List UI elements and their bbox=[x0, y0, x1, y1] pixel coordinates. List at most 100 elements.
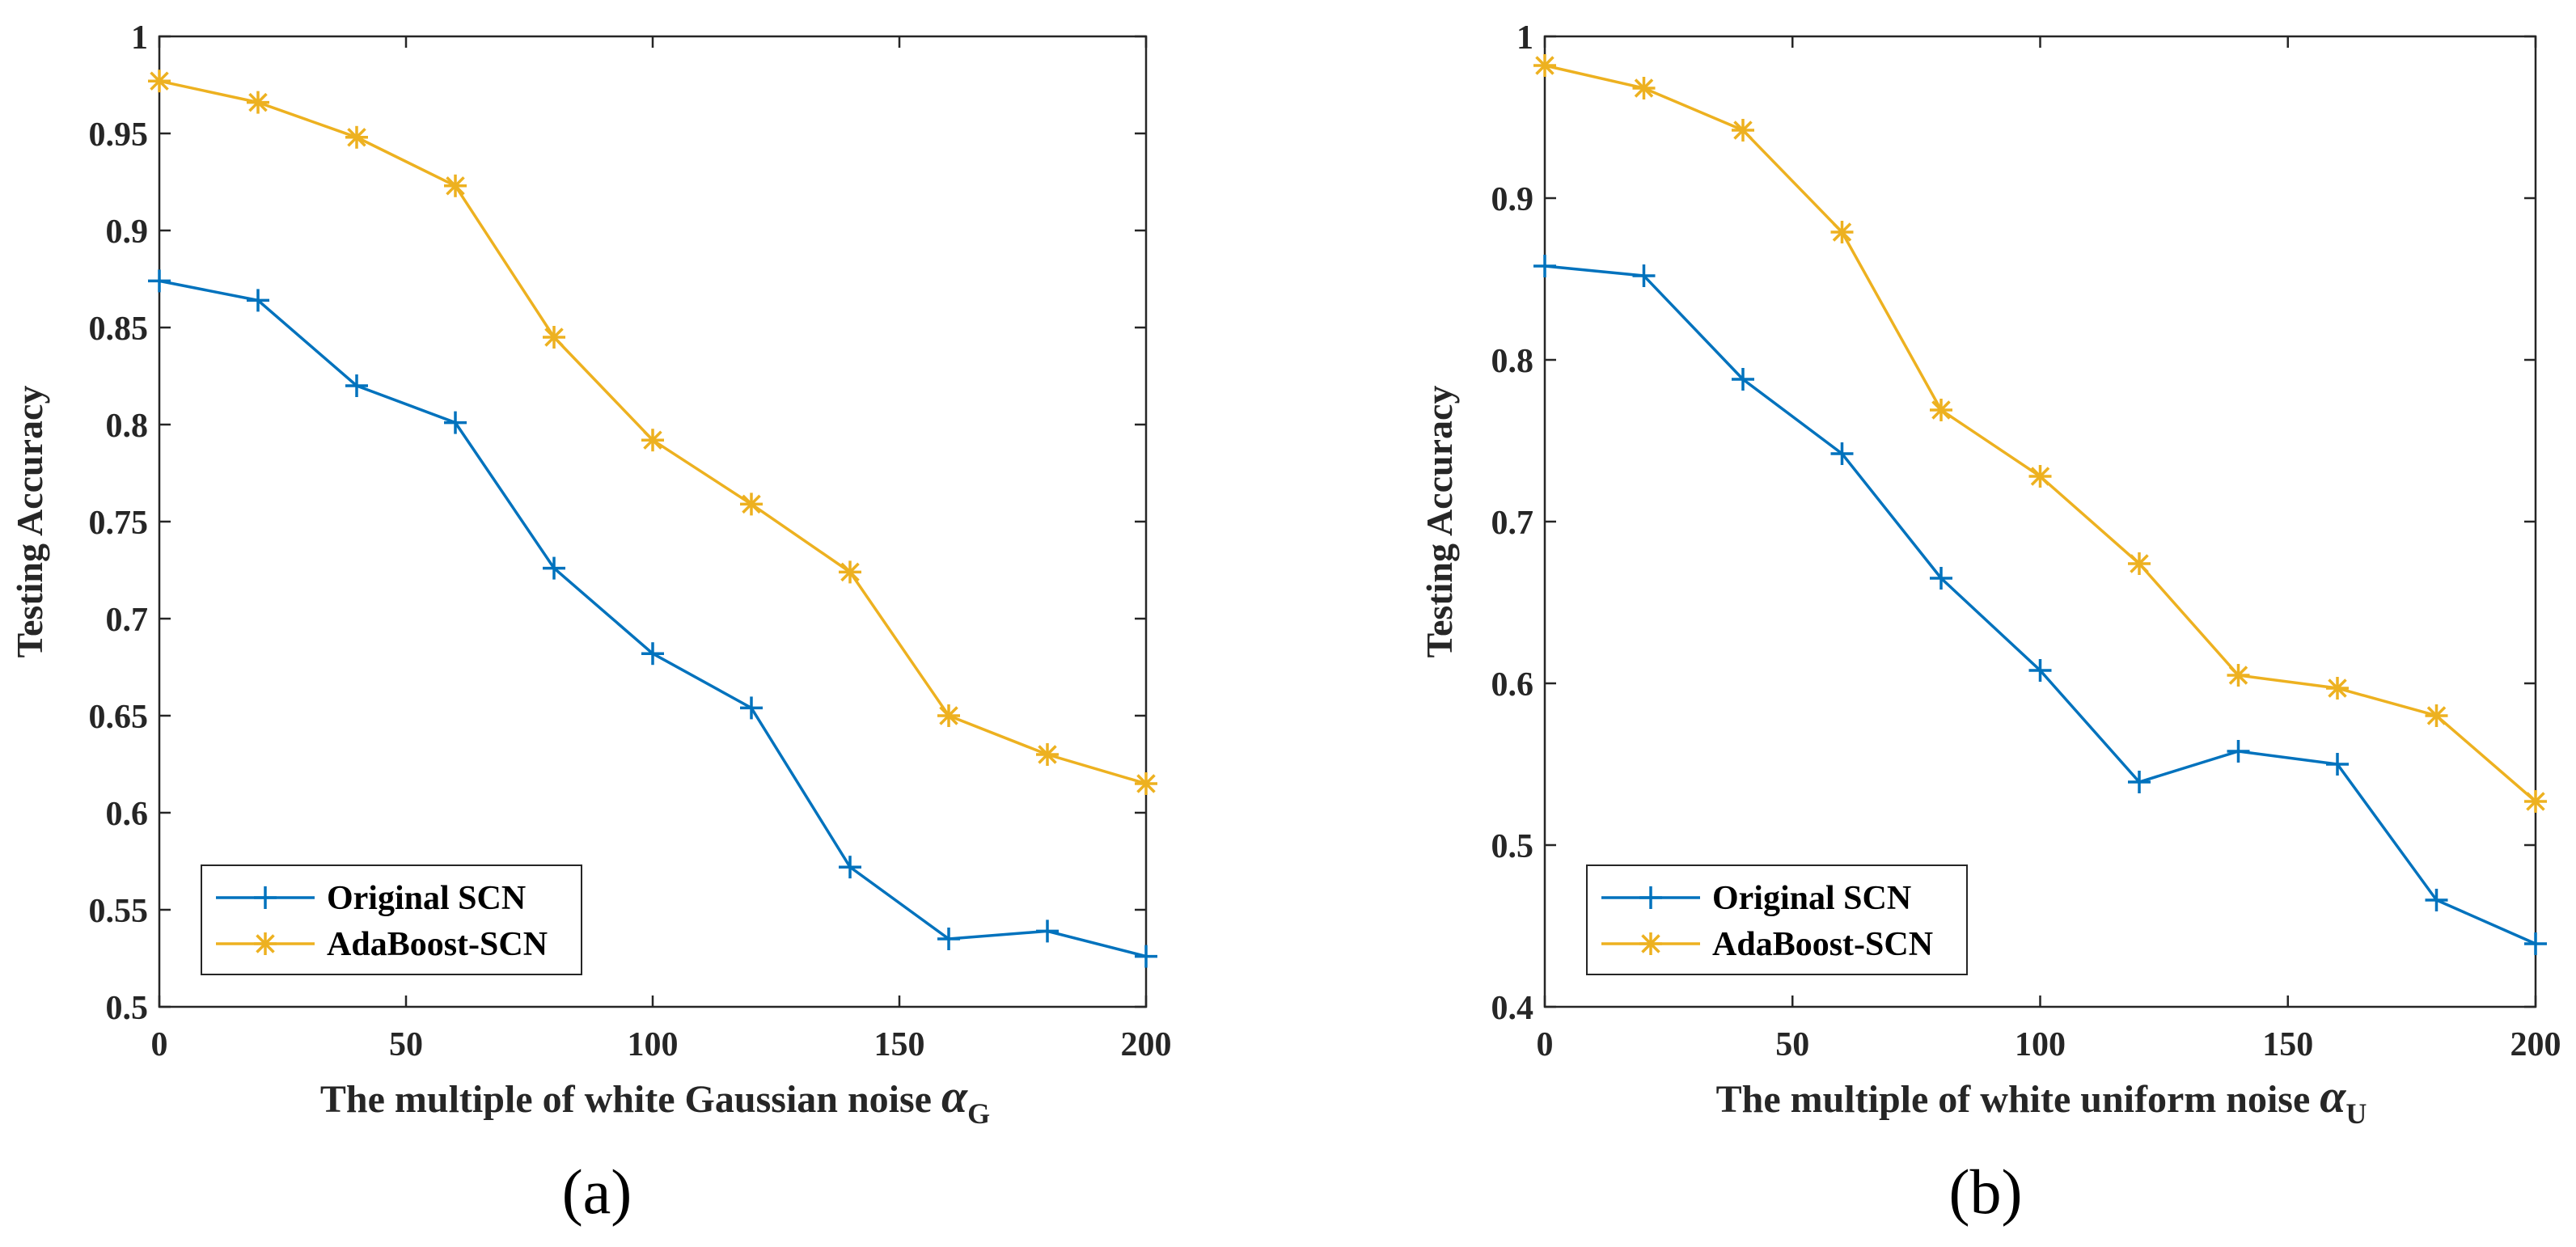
x-axis-label-text: The multiple of white uniform noise bbox=[1716, 1078, 2320, 1121]
y-tick-label: 0.9 bbox=[1491, 181, 1534, 218]
panel-label: (a) bbox=[562, 1156, 632, 1227]
series-original-scn bbox=[1533, 255, 2547, 955]
legend-entry: Original SCN bbox=[1601, 880, 1911, 917]
chart-panel-a: 0.5 0.55 0.6 0.65 0.7 0.75 0.8 0.85 0.9 0.95 1 0 50 1… bbox=[9, 19, 1172, 1227]
marker-d2 bbox=[544, 328, 564, 347]
y-axis-label: Testing Accuracy bbox=[1419, 386, 1460, 658]
x-tick-label: 100 bbox=[628, 1026, 679, 1063]
y-tick-label: 1 bbox=[131, 19, 148, 57]
y-tick-label: 0.8 bbox=[1491, 343, 1534, 380]
data-point bbox=[839, 856, 861, 879]
data-point bbox=[2128, 552, 2151, 575]
alpha-subscript: G bbox=[967, 1097, 990, 1130]
data-point bbox=[1732, 119, 1754, 142]
legend-box bbox=[201, 864, 582, 975]
data-point bbox=[740, 492, 763, 516]
data-point bbox=[1135, 772, 1157, 795]
data-point bbox=[2227, 740, 2250, 763]
data-point bbox=[247, 289, 269, 312]
data-point bbox=[937, 928, 960, 950]
y-tick-label: 0.6 bbox=[106, 796, 149, 833]
legend-marker bbox=[254, 886, 277, 909]
legend-label: Original SCN bbox=[327, 880, 526, 917]
data-point bbox=[1533, 54, 1556, 77]
data-point bbox=[1533, 255, 1556, 277]
y-tick-label: 0.9 bbox=[106, 213, 149, 251]
marker-d2 bbox=[1038, 745, 1057, 764]
data-point bbox=[2524, 932, 2547, 955]
data-point bbox=[543, 556, 565, 580]
data-point bbox=[247, 91, 269, 114]
marker-d2 bbox=[1832, 222, 1852, 242]
x-tick-label: 150 bbox=[2262, 1026, 2313, 1063]
y-tick-label: 0.4 bbox=[1491, 990, 1534, 1027]
marker-d2 bbox=[939, 706, 958, 725]
y-tick-label: 0.7 bbox=[106, 602, 149, 639]
marker-d2 bbox=[347, 128, 366, 147]
data-point bbox=[641, 642, 664, 666]
y-tick-label: 0.85 bbox=[89, 311, 149, 348]
chart-panel-b: 0.4 0.5 0.6 0.7 0.8 0.9 1 0 50 100 150 200 Original … bbox=[1419, 19, 2561, 1227]
marker-d2 bbox=[256, 934, 275, 953]
y-tick-label: 0.95 bbox=[89, 116, 149, 154]
x-axis-label-text: The multiple of white Gaussian noise bbox=[320, 1078, 941, 1121]
marker-d2 bbox=[150, 71, 169, 91]
legend-entry: Original SCN bbox=[216, 880, 526, 917]
x-tick-label: 50 bbox=[1775, 1026, 1809, 1063]
data-point bbox=[1135, 945, 1157, 968]
series-line bbox=[159, 279, 1147, 958]
plot-area-frame bbox=[1543, 35, 2537, 1008]
data-point bbox=[1036, 919, 1059, 943]
y-tick-label: 0.65 bbox=[89, 699, 149, 736]
marker-d2 bbox=[840, 562, 860, 582]
data-point bbox=[2425, 704, 2448, 727]
marker-d2 bbox=[1641, 934, 1660, 953]
data-point bbox=[1930, 567, 1952, 590]
marker-d2 bbox=[1634, 78, 1654, 98]
marker-d2 bbox=[446, 176, 465, 196]
x-tick-label: 200 bbox=[2510, 1026, 2561, 1063]
alpha-symbol: α bbox=[2320, 1070, 2346, 1122]
legend-marker bbox=[254, 932, 277, 955]
data-point bbox=[2028, 659, 2052, 682]
x-axis-label: The multiple of white Gaussian noise αG bbox=[320, 1070, 990, 1130]
data-point bbox=[2425, 889, 2448, 911]
marker-d2 bbox=[1733, 120, 1753, 140]
marker-d2 bbox=[2228, 666, 2248, 685]
data-point bbox=[937, 704, 960, 727]
legend-label: AdaBoost-SCN bbox=[327, 926, 548, 963]
legend-marker bbox=[1639, 886, 1662, 909]
y-tick-label: 0.75 bbox=[89, 505, 149, 542]
y-tick-label: 0.5 bbox=[1491, 828, 1534, 865]
series-line bbox=[1544, 64, 2537, 803]
data-point bbox=[543, 326, 565, 349]
marker-d2 bbox=[1931, 400, 1951, 420]
marker-d2 bbox=[248, 92, 268, 112]
y-tick-label: 0.5 bbox=[106, 990, 149, 1027]
data-point bbox=[2028, 465, 2052, 488]
plot-area-frame bbox=[158, 35, 1148, 1008]
legend: Original SCN AdaBoost-SCN bbox=[1586, 864, 1968, 975]
y-tick-label: 0.7 bbox=[1491, 505, 1534, 542]
data-point bbox=[2326, 753, 2349, 776]
marker-d2 bbox=[2328, 678, 2347, 698]
data-point bbox=[345, 374, 368, 397]
y-tick-label: 0.6 bbox=[1491, 666, 1534, 704]
y-axis-label: Testing Accuracy bbox=[9, 386, 50, 658]
marker-d2 bbox=[1136, 774, 1156, 793]
data-point bbox=[1830, 221, 1854, 243]
x-tick-label: 0 bbox=[151, 1026, 168, 1063]
data-point bbox=[1632, 77, 1656, 99]
data-point bbox=[641, 429, 664, 452]
data-point bbox=[2227, 664, 2250, 687]
data-point bbox=[345, 125, 368, 149]
data-point bbox=[2524, 790, 2547, 813]
data-point bbox=[1732, 368, 1754, 391]
marker-d2 bbox=[2130, 554, 2149, 573]
series-original-scn bbox=[148, 269, 1157, 968]
data-point bbox=[148, 70, 171, 93]
x-tick-label: 150 bbox=[874, 1026, 925, 1063]
series-line bbox=[1544, 264, 2536, 945]
data-point bbox=[1930, 399, 1952, 421]
